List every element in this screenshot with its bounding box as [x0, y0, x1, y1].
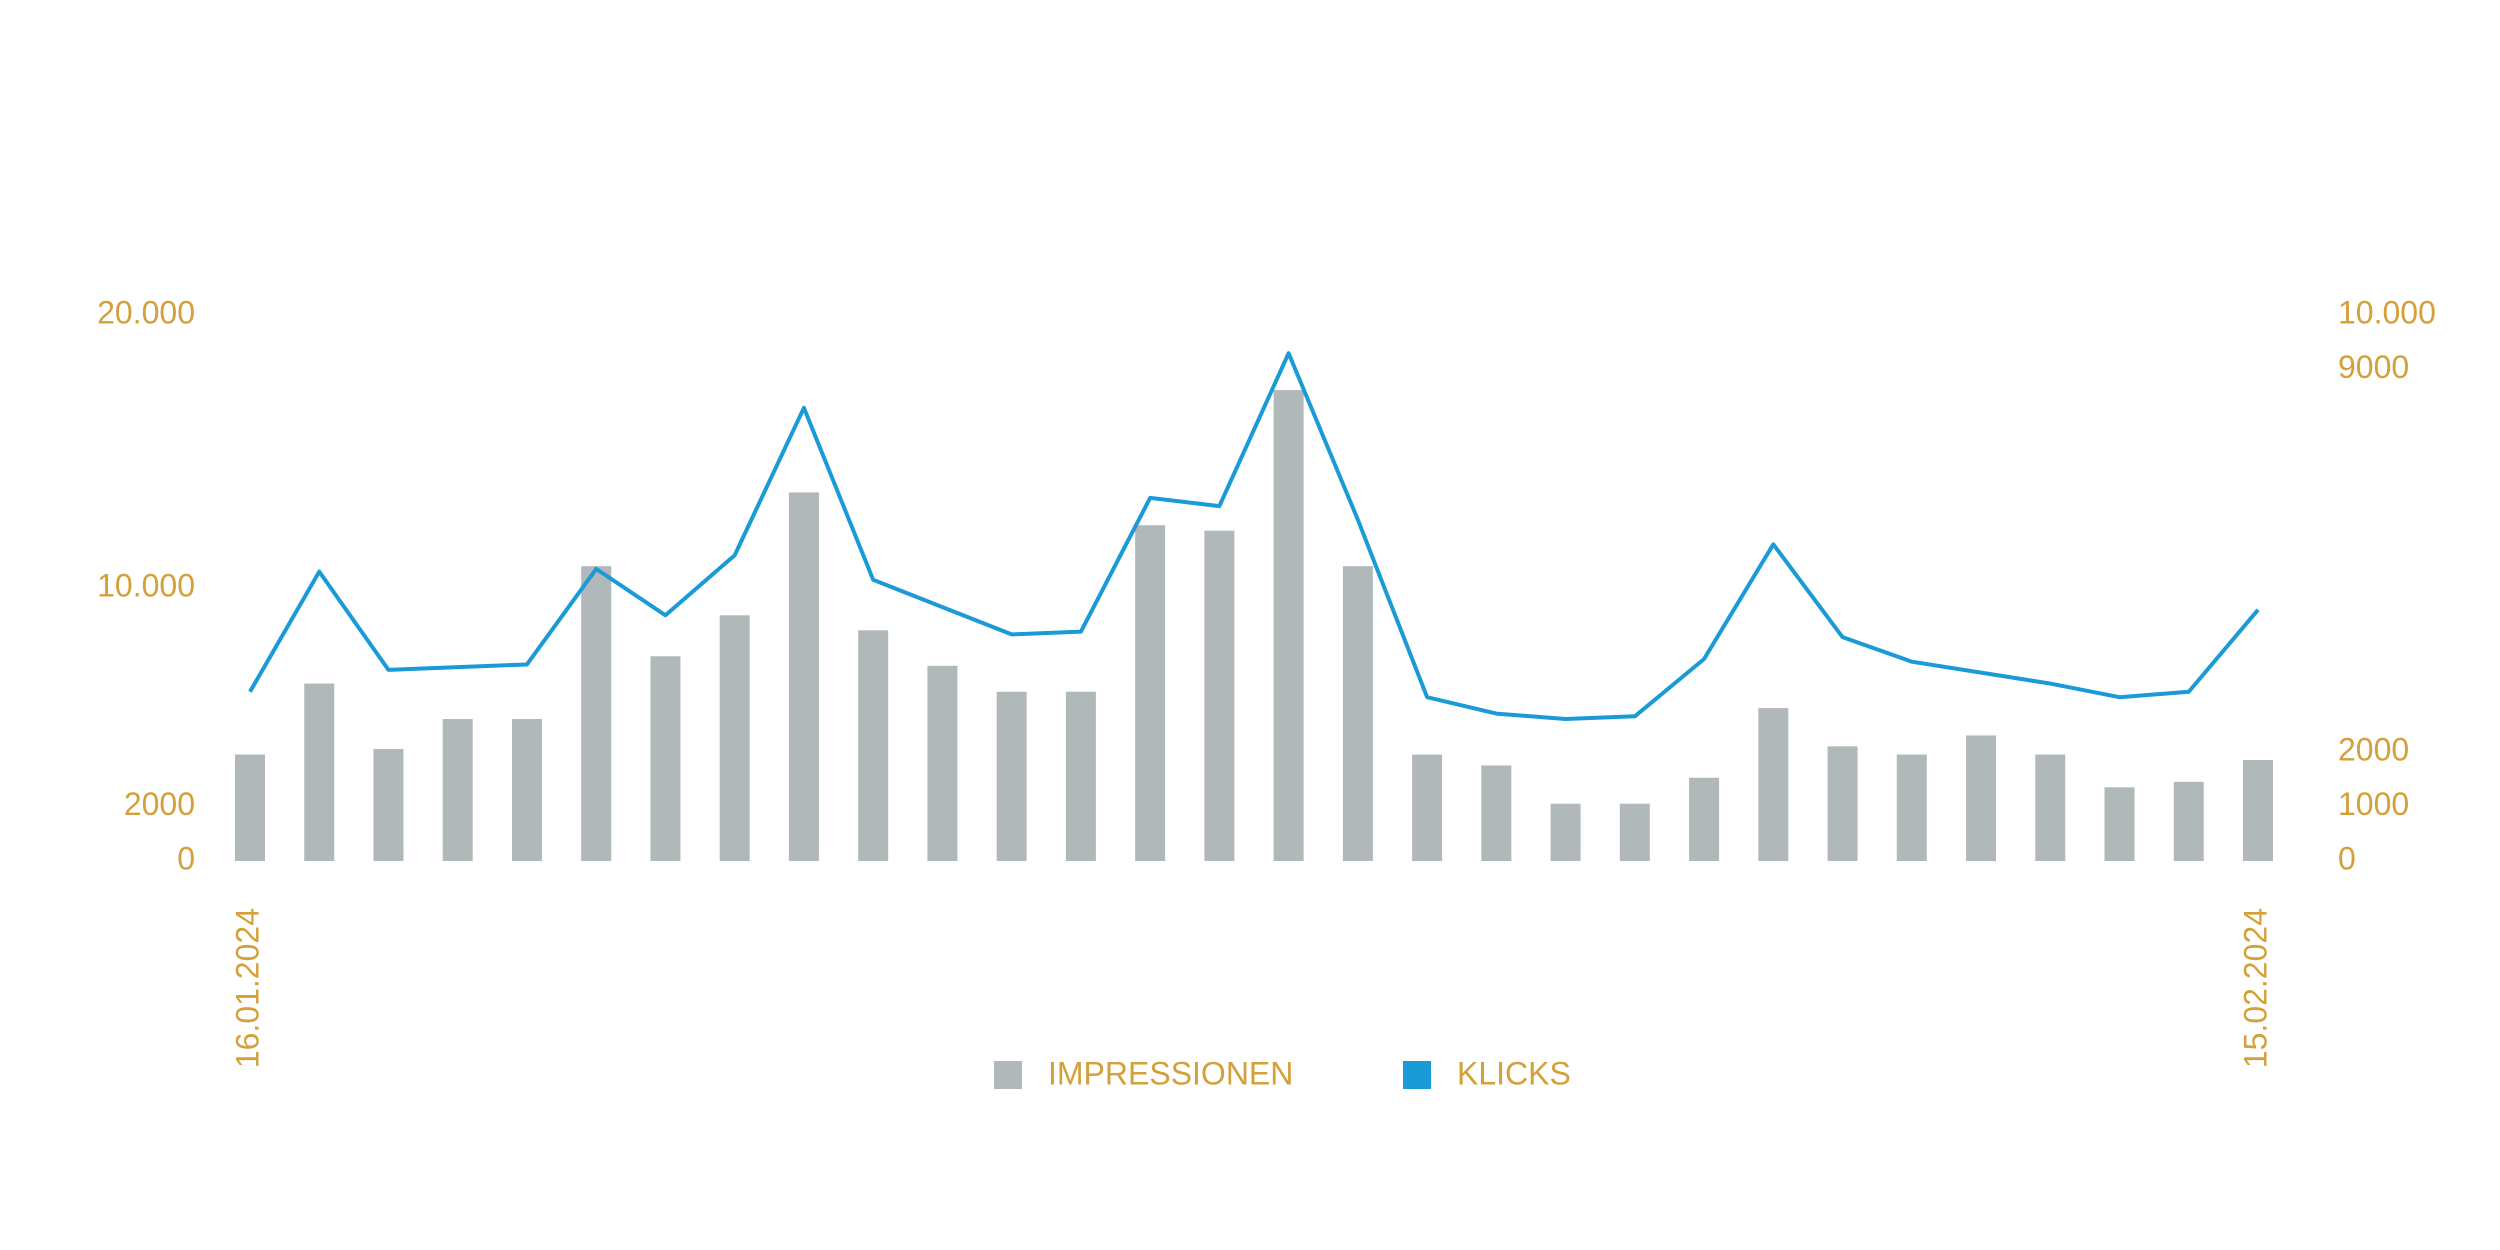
legend-label: KLICKS	[1457, 1055, 1571, 1091]
legend-swatch	[994, 1061, 1022, 1089]
bar	[1827, 746, 1858, 861]
bar	[1273, 390, 1304, 861]
bar	[650, 656, 681, 861]
legend-swatch	[1403, 1061, 1431, 1089]
y2-tick-label: 9000	[2338, 349, 2409, 385]
bar	[442, 719, 473, 861]
bar	[511, 719, 542, 861]
bar	[1619, 803, 1650, 861]
y2-tick-label: 0	[2338, 840, 2356, 876]
bar	[1896, 754, 1927, 861]
bar	[1135, 525, 1166, 861]
y-tick-label: 0	[177, 840, 195, 876]
bar	[1689, 777, 1720, 861]
y-tick-label: 2000	[124, 786, 195, 822]
bar	[1412, 754, 1443, 861]
bar	[2243, 759, 2273, 861]
legend-label: IMPRESSIONEN	[1048, 1055, 1293, 1091]
bar	[1204, 530, 1235, 861]
bar	[1758, 708, 1789, 861]
x-tick-label: 16.01.2024	[229, 908, 265, 1068]
line	[248, 351, 2260, 722]
y2-tick-label: 1000	[2338, 786, 2409, 822]
bar	[927, 665, 958, 861]
bar	[1481, 765, 1512, 861]
bar	[1065, 691, 1096, 861]
y2-tick-label: 2000	[2338, 731, 2409, 767]
bar	[2035, 754, 2066, 861]
x-tick-label: 15.02.2024	[2237, 908, 2273, 1068]
bar	[235, 754, 265, 861]
bar	[858, 630, 889, 861]
bar	[304, 683, 335, 861]
y2-tick-label: 10.000	[2338, 294, 2436, 330]
bar	[581, 566, 612, 861]
y-tick-label: 10.000	[97, 567, 195, 603]
bar	[2173, 781, 2204, 861]
bar	[788, 492, 819, 861]
bar	[1342, 566, 1373, 861]
bar	[1550, 803, 1581, 861]
bar	[719, 615, 750, 861]
bar	[996, 691, 1027, 861]
bar	[373, 749, 404, 861]
bar	[1966, 735, 1997, 861]
bar	[2104, 787, 2135, 861]
y-tick-label: 20.000	[97, 294, 195, 330]
